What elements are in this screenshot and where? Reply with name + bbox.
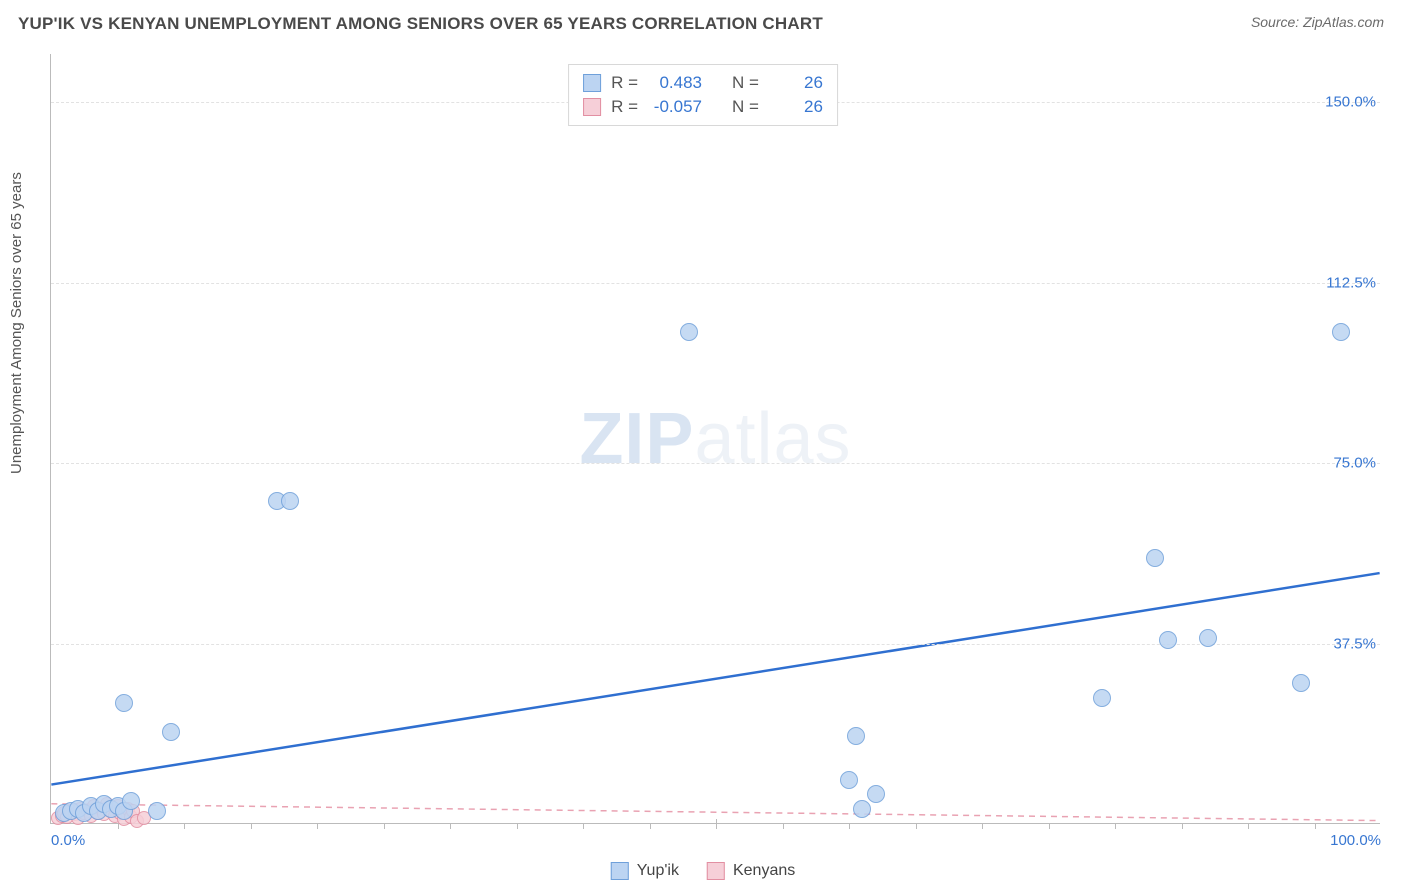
x-tick (982, 823, 983, 829)
x-tick (1248, 823, 1249, 829)
data-point (853, 800, 871, 818)
source-label: Source: ZipAtlas.com (1251, 14, 1384, 30)
data-point (1199, 629, 1217, 647)
y-tick-label: 37.5% (1333, 635, 1382, 652)
header: YUP'IK VS KENYAN UNEMPLOYMENT AMONG SENI… (0, 0, 1406, 40)
data-point (1332, 323, 1350, 341)
legend-swatch-kenyans (707, 862, 725, 880)
bottom-legend: Yup'ik Kenyans (611, 862, 795, 880)
data-point (122, 792, 140, 810)
data-point (1093, 689, 1111, 707)
data-point (115, 694, 133, 712)
legend-item-kenyans: Kenyans (707, 862, 795, 880)
x-tick (650, 823, 651, 829)
swatch-kenyans (583, 98, 601, 116)
plot-area: ZIPatlas 37.5%75.0%112.5%150.0%0.0%100.0… (50, 54, 1380, 824)
legend-swatch-yupik (611, 862, 629, 880)
x-tick (916, 823, 917, 829)
x-tick-label: 0.0% (51, 832, 85, 849)
x-tick (583, 823, 584, 829)
x-tick (1315, 823, 1316, 829)
x-tick (517, 823, 518, 829)
x-tick (849, 823, 850, 829)
stats-box: R = 0.483 N = 26 R = -0.057 N = 26 (568, 64, 838, 126)
data-point (847, 727, 865, 745)
x-tick (384, 823, 385, 829)
data-point (148, 802, 166, 820)
chart-title: YUP'IK VS KENYAN UNEMPLOYMENT AMONG SENI… (18, 14, 823, 34)
legend-item-yupik: Yup'ik (611, 862, 679, 880)
data-point (1292, 674, 1310, 692)
x-tick (251, 823, 252, 829)
x-tick (783, 823, 784, 829)
y-axis-label: Unemployment Among Seniors over 65 years (8, 172, 25, 474)
data-point (281, 492, 299, 510)
x-tick (1182, 823, 1183, 829)
data-point (840, 771, 858, 789)
watermark: ZIPatlas (579, 398, 851, 480)
swatch-yupik (583, 74, 601, 92)
data-point (1146, 549, 1164, 567)
data-point (680, 323, 698, 341)
gridline (51, 283, 1380, 284)
chart-area: Unemployment Among Seniors over 65 years… (0, 44, 1406, 892)
stats-row-yupik: R = 0.483 N = 26 (583, 71, 823, 95)
data-point (867, 785, 885, 803)
stats-row-kenyans: R = -0.057 N = 26 (583, 95, 823, 119)
x-tick (317, 823, 318, 829)
y-tick-label: 150.0% (1325, 94, 1382, 111)
x-tick (1049, 823, 1050, 829)
gridline (51, 463, 1380, 464)
data-point (1159, 631, 1177, 649)
x-tick (184, 823, 185, 829)
trend-line (51, 573, 1379, 784)
x-tick (716, 819, 717, 829)
trend-lines (51, 54, 1380, 823)
gridline (51, 644, 1380, 645)
data-point (162, 723, 180, 741)
x-tick-label: 100.0% (1330, 832, 1381, 849)
x-tick (450, 823, 451, 829)
y-tick-label: 75.0% (1333, 455, 1382, 472)
y-tick-label: 112.5% (1326, 274, 1382, 291)
x-tick (1115, 823, 1116, 829)
